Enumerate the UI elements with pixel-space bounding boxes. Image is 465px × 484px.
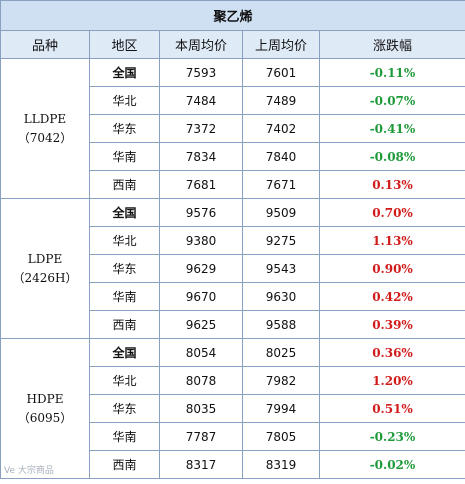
table-title-row: 聚乙烯 [0, 0, 465, 31]
watermark: Ve 大宗商品 [4, 466, 54, 476]
region-cell: 全国 [89, 198, 160, 227]
this-week-price-cell: 9576 [159, 198, 243, 227]
region-cell: 华北 [89, 86, 160, 115]
this-week-price-cell: 9629 [159, 254, 243, 283]
last-week-price-cell: 7671 [242, 170, 320, 199]
this-week-price-cell: 9625 [159, 310, 243, 339]
table-row: 西南 7681 7671 0.13% [1, 170, 465, 199]
table-row: 华东 7372 7402 -0.41% [1, 114, 465, 143]
change-cell: -0.02% [318, 450, 465, 479]
last-week-price-cell: 7489 [242, 86, 320, 115]
change-cell: -0.08% [318, 142, 465, 171]
this-week-price-cell: 7484 [159, 86, 243, 115]
last-week-price-cell: 8025 [242, 338, 320, 367]
table-row: 华南 7834 7840 -0.08% [1, 142, 465, 171]
region-cell: 华南 [89, 282, 160, 311]
region-cell: 华东 [89, 114, 160, 143]
this-week-price-cell: 8035 [159, 394, 243, 423]
region-cell: 全国 [89, 338, 160, 367]
header-row: 品种 地区 本周均价 上周均价 涨跌幅 [0, 30, 465, 59]
last-week-price-cell: 9588 [242, 310, 320, 339]
region-cell: 华东 [89, 254, 160, 283]
last-week-price-cell: 7601 [242, 58, 320, 87]
change-cell: 0.39% [318, 310, 465, 339]
table-row: HDPE （6095） 全国 8054 8025 0.36% [0, 338, 465, 479]
header-last-week-avg: 上周均价 [242, 30, 320, 59]
change-cell: 0.36% [318, 338, 465, 367]
this-week-price-cell: 8054 [159, 338, 243, 367]
region-cell: 华东 [89, 394, 160, 423]
region-cell: 西南 [89, 170, 160, 199]
product-cell: HDPE （6095） [0, 338, 90, 479]
product-name: LLDPE [23, 111, 67, 126]
table-row: 西南 8317 8319 -0.02% [1, 450, 465, 479]
product-name: HDPE [26, 391, 64, 406]
this-week-price-cell: 8078 [159, 366, 243, 395]
region-cell: 华北 [89, 366, 160, 395]
region-cell: 西南 [89, 310, 160, 339]
this-week-price-cell: 7787 [159, 422, 243, 451]
last-week-price-cell: 7994 [242, 394, 320, 423]
this-week-price-cell: 8317 [159, 450, 243, 479]
last-week-price-cell: 8319 [242, 450, 320, 479]
last-week-price-cell: 7402 [242, 114, 320, 143]
this-week-price-cell: 9380 [159, 226, 243, 255]
change-cell: -0.41% [318, 114, 465, 143]
region-cell: 华北 [89, 226, 160, 255]
change-cell: 1.20% [318, 366, 465, 395]
table-row: 华北 9380 9275 1.13% [1, 226, 465, 255]
last-week-price-cell: 9275 [242, 226, 320, 255]
product-grade: （2426H） [12, 270, 78, 285]
this-week-price-cell: 7593 [159, 58, 243, 87]
this-week-price-cell: 7834 [159, 142, 243, 171]
header-change: 涨跌幅 [318, 30, 465, 59]
change-cell: 1.13% [318, 226, 465, 255]
header-region: 地区 [89, 30, 160, 59]
product-cell: LLDPE （7042） [0, 58, 90, 199]
product-cell: LDPE （2426H） [0, 198, 90, 339]
product-name: LDPE [27, 251, 63, 266]
table-row: 华东 9629 9543 0.90% [1, 254, 465, 283]
change-cell: 0.42% [318, 282, 465, 311]
table-row: 华南 7787 7805 -0.23% [1, 422, 465, 451]
change-cell: 0.90% [318, 254, 465, 283]
change-cell: -0.07% [318, 86, 465, 115]
this-week-price-cell: 9670 [159, 282, 243, 311]
last-week-price-cell: 7805 [242, 422, 320, 451]
last-week-price-cell: 9509 [242, 198, 320, 227]
table-title: 聚乙烯 [0, 0, 465, 31]
change-cell: 0.13% [318, 170, 465, 199]
this-week-price-cell: 7372 [159, 114, 243, 143]
table-row: LDPE （2426H） 全国 9576 9509 0.70% [0, 198, 465, 339]
last-week-price-cell: 9543 [242, 254, 320, 283]
change-cell: 0.51% [318, 394, 465, 423]
table-row: 西南 9625 9588 0.39% [1, 310, 465, 339]
change-cell: -0.23% [318, 422, 465, 451]
product-grade: （7042） [17, 130, 73, 145]
region-cell: 全国 [89, 58, 160, 87]
last-week-price-cell: 7840 [242, 142, 320, 171]
change-cell: -0.11% [318, 58, 465, 87]
change-cell: 0.70% [318, 198, 465, 227]
last-week-price-cell: 7982 [242, 366, 320, 395]
table-row: 华南 9670 9630 0.42% [1, 282, 465, 311]
header-this-week-avg: 本周均价 [159, 30, 243, 59]
region-cell: 华南 [89, 422, 160, 451]
region-cell: 华南 [89, 142, 160, 171]
region-cell: 西南 [89, 450, 160, 479]
table-row: 华北 7484 7489 -0.07% [1, 86, 465, 115]
table-row: LLDPE （7042） 全国 7593 7601 -0.11% [0, 58, 465, 199]
header-product: 品种 [0, 30, 90, 59]
product-grade: （6095） [17, 410, 73, 425]
last-week-price-cell: 9630 [242, 282, 320, 311]
this-week-price-cell: 7681 [159, 170, 243, 199]
